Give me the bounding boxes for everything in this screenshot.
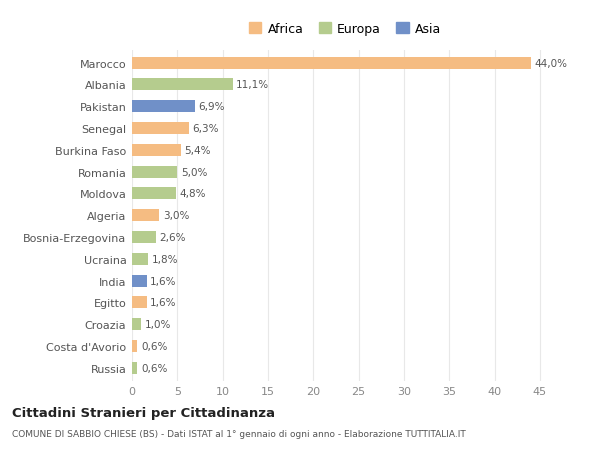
Text: 1,8%: 1,8% — [152, 254, 178, 264]
Text: 11,1%: 11,1% — [236, 80, 269, 90]
Text: 1,6%: 1,6% — [150, 298, 176, 308]
Text: 3,0%: 3,0% — [163, 211, 189, 221]
Bar — [132, 123, 189, 135]
Bar — [132, 231, 155, 243]
Bar — [132, 166, 178, 178]
Bar — [132, 362, 137, 374]
Bar — [132, 188, 176, 200]
Bar — [132, 57, 531, 69]
Text: COMUNE DI SABBIO CHIESE (BS) - Dati ISTAT al 1° gennaio di ogni anno - Elaborazi: COMUNE DI SABBIO CHIESE (BS) - Dati ISTA… — [12, 429, 466, 438]
Text: 5,0%: 5,0% — [181, 167, 208, 177]
Text: 2,6%: 2,6% — [159, 232, 185, 242]
Bar — [132, 79, 233, 91]
Text: 4,8%: 4,8% — [179, 189, 206, 199]
Text: 5,4%: 5,4% — [185, 146, 211, 156]
Bar — [132, 340, 137, 352]
Bar — [132, 210, 159, 222]
Text: 1,0%: 1,0% — [145, 319, 171, 330]
Text: Cittadini Stranieri per Cittadinanza: Cittadini Stranieri per Cittadinanza — [12, 406, 275, 419]
Text: 6,3%: 6,3% — [193, 124, 219, 134]
Text: 0,6%: 0,6% — [141, 341, 167, 351]
Bar — [132, 145, 181, 157]
Bar — [132, 253, 148, 265]
Text: 1,6%: 1,6% — [150, 276, 176, 286]
Text: 6,9%: 6,9% — [198, 102, 224, 112]
Bar — [132, 101, 194, 113]
Text: 0,6%: 0,6% — [141, 363, 167, 373]
Bar — [132, 297, 146, 308]
Bar — [132, 319, 141, 330]
Text: 44,0%: 44,0% — [535, 59, 568, 68]
Legend: Africa, Europa, Asia: Africa, Europa, Asia — [247, 20, 443, 39]
Bar — [132, 275, 146, 287]
